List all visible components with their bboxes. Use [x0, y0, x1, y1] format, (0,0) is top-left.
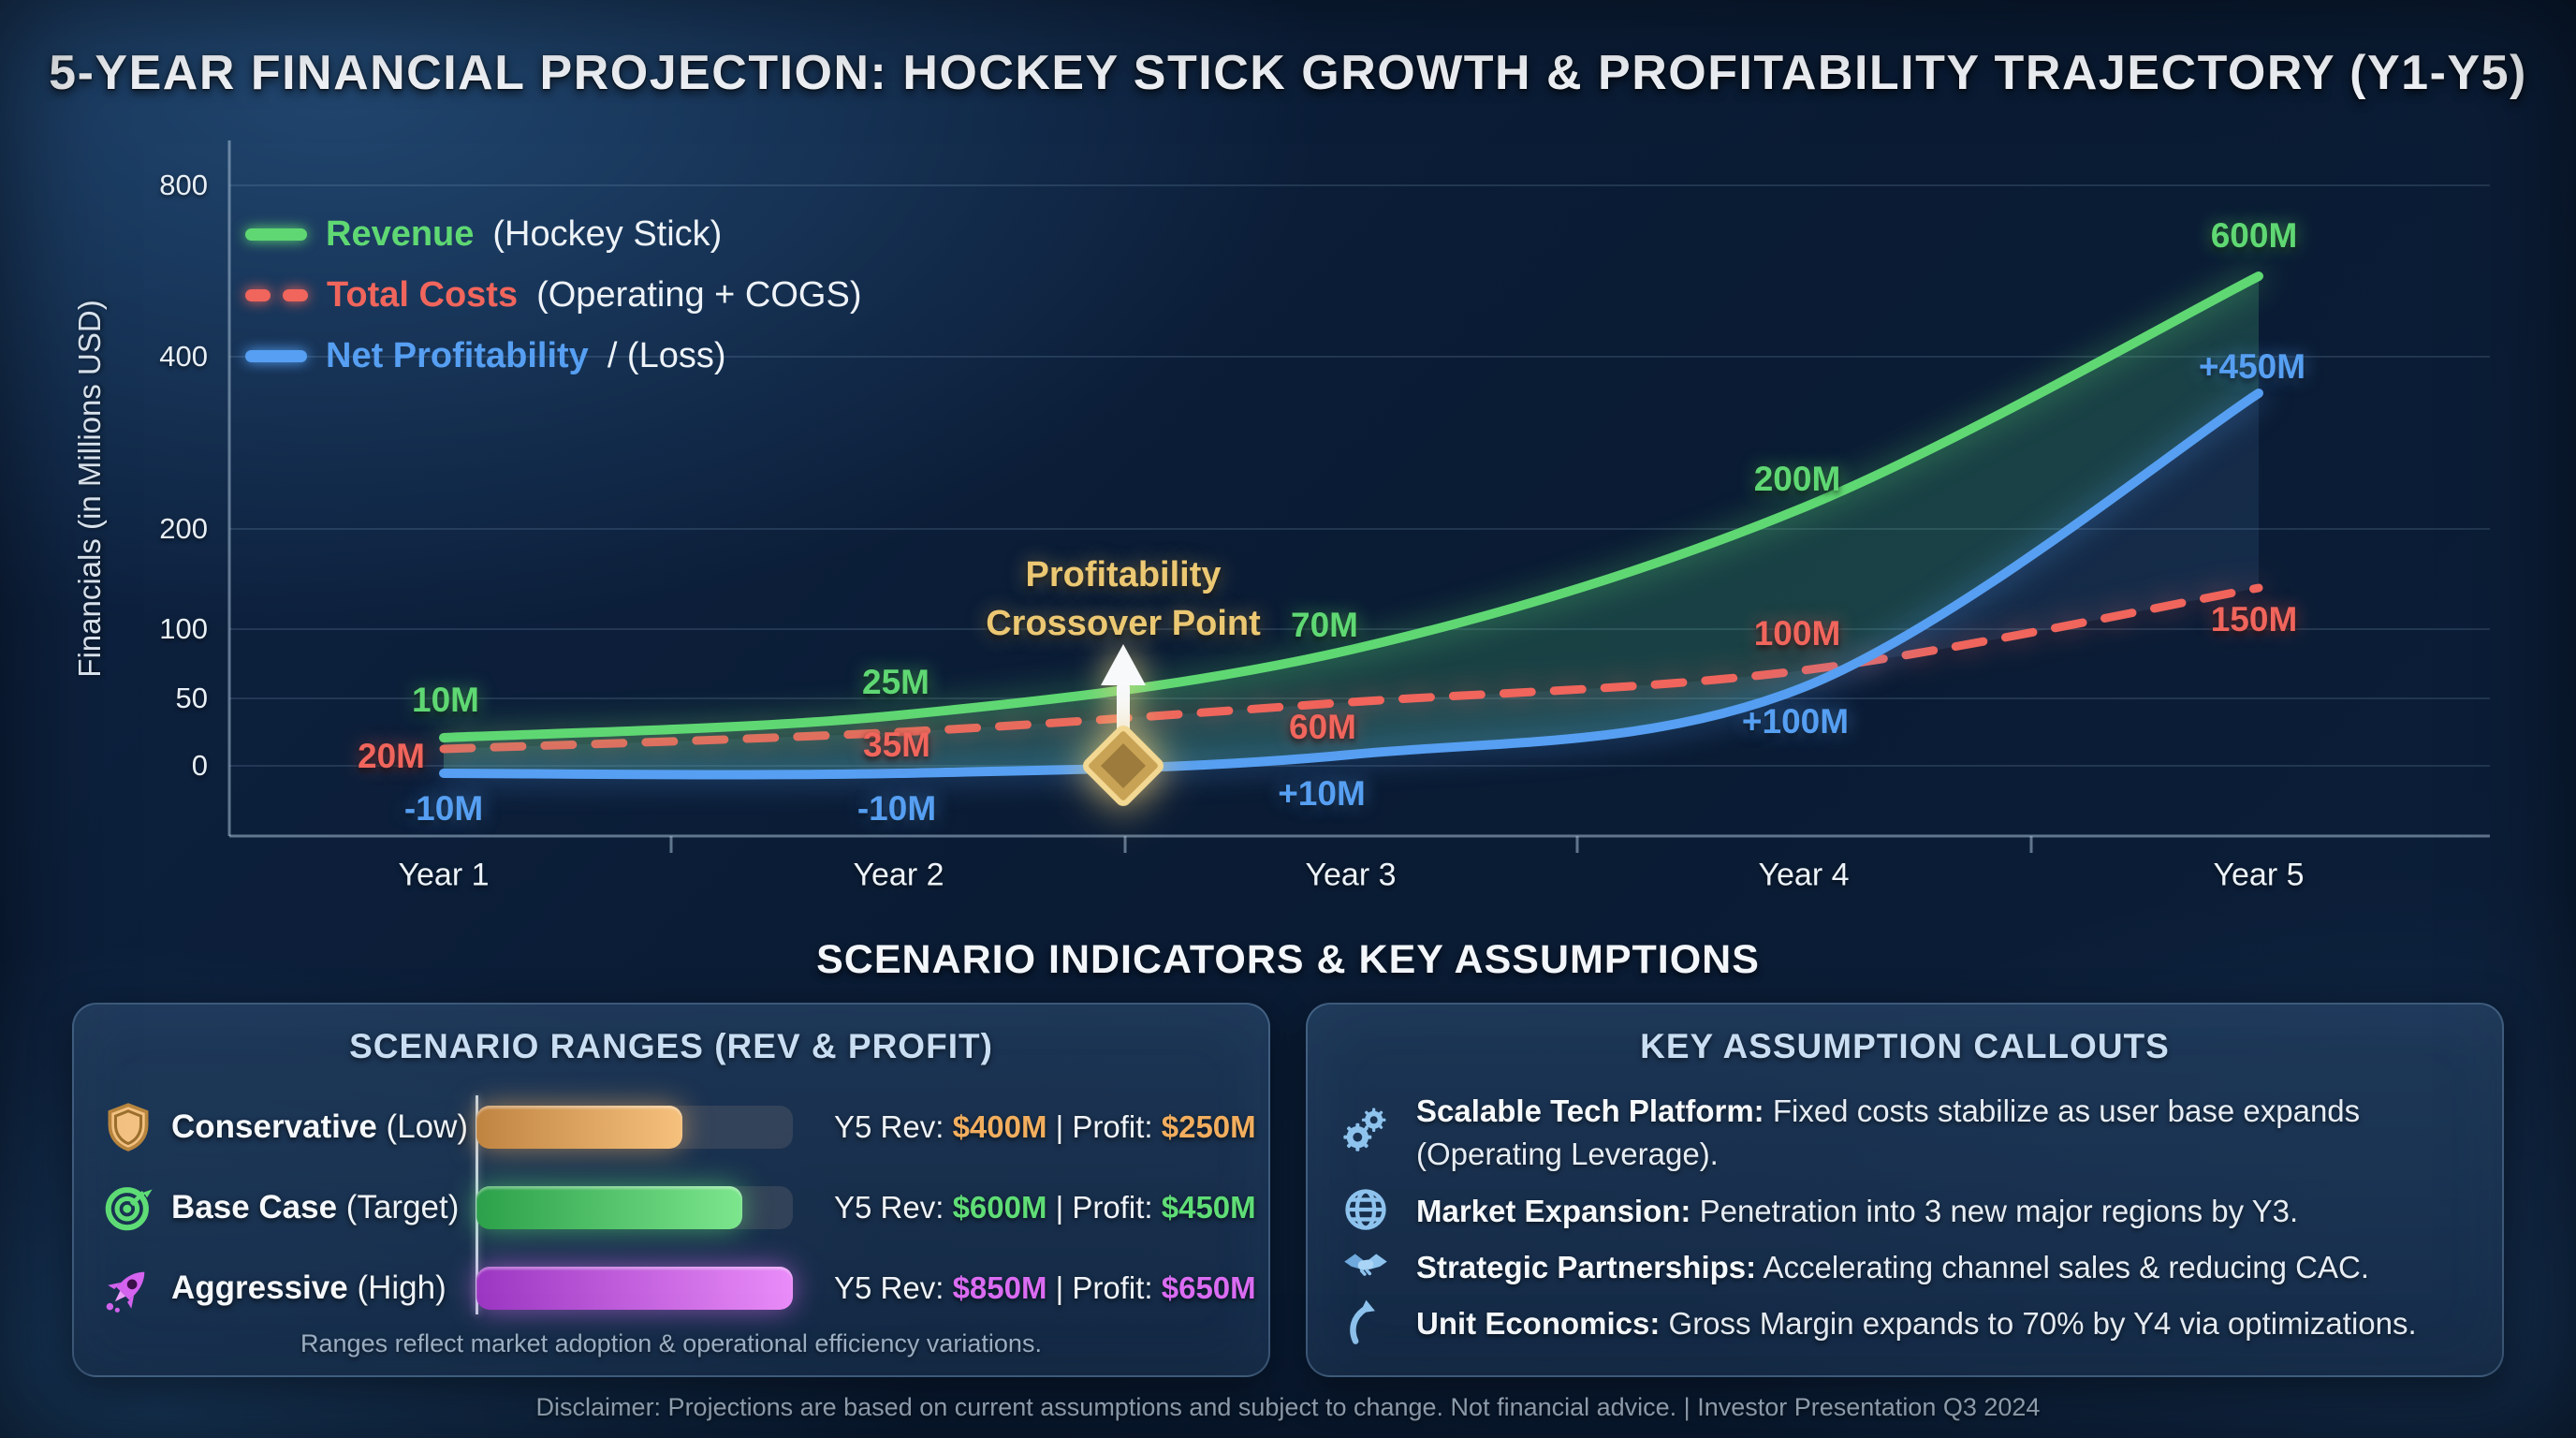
assumption-text: Strategic Partnerships: Accelerating cha… — [1416, 1250, 2369, 1284]
y-tick-label: 200 — [159, 512, 208, 545]
scenario-row: Conservative (Low) Y5 Rev: $400M | Profit… — [74, 1085, 1268, 1169]
legend-name: Revenue — [326, 213, 475, 254]
scenario-panel-title: SCENARIO RANGES (REV & PROFIT) — [349, 1027, 993, 1065]
scenario-bar-track — [476, 1267, 793, 1310]
shield-icon — [102, 1101, 154, 1153]
assumption-text: Unit Economics: Gross Margin expands to … — [1416, 1306, 2417, 1341]
x-tick-label: Year 3 — [1305, 857, 1397, 893]
handshake-icon — [1341, 1241, 1390, 1290]
revenue-value-label: 200M — [1753, 460, 1841, 498]
scenario-name: Conservative (Low) — [171, 1108, 469, 1145]
y-tick-label: 400 — [159, 340, 208, 373]
page-title: 5-YEAR FINANCIAL PROJECTION: HOCKEY STIC… — [49, 46, 2527, 100]
profit-value-label: -10M — [856, 789, 937, 828]
globe-icon — [1341, 1185, 1390, 1234]
crossover-annotation: Profitability Crossover Point — [842, 550, 1404, 648]
legend-item: Total Costs (Operating + COGS) — [245, 272, 862, 317]
profit-value-label: +450M — [2198, 347, 2306, 386]
costs-value-label: 35M — [863, 726, 930, 764]
rocket-icon — [102, 1262, 154, 1314]
legend-swatch-icon — [245, 227, 307, 241]
scenario-values: Y5 Rev: $850M | Profit: $650M — [834, 1270, 1256, 1305]
revenue-value-label: 10M — [412, 681, 479, 719]
scenario-values: Y5 Rev: $600M | Profit: $450M — [834, 1190, 1256, 1225]
scenario-bar-track — [476, 1106, 793, 1149]
costs-value-label: 100M — [1753, 614, 1841, 653]
legend-swatch-dashed-icon — [245, 288, 308, 301]
crossover-diamond-icon — [1083, 726, 1164, 806]
scenario-caption: Ranges reflect market adoption & operati… — [300, 1329, 1042, 1357]
x-tick-label: Year 4 — [1758, 857, 1850, 893]
x-tick-label: Year 1 — [398, 857, 490, 893]
gears-icon — [1341, 1105, 1390, 1153]
assumption-text: Market Expansion: Penetration into 3 new… — [1416, 1194, 2299, 1228]
revenue-value-label: 600M — [2210, 216, 2298, 255]
scenario-values: Y5 Rev: $400M | Profit: $250M — [834, 1109, 1256, 1144]
costs-value-label: 60M — [1289, 708, 1356, 746]
profit-value-label: +100M — [1741, 702, 1850, 741]
y-tick-label: 0 — [191, 749, 208, 782]
profit-value-label: -10M — [403, 789, 484, 828]
chart-legend: Revenue (Hockey Stick) Total Costs (Opera… — [245, 212, 862, 378]
y-tick-label: 50 — [175, 682, 208, 714]
scenario-bar-fill — [476, 1267, 793, 1310]
crossover-annotation-line2: Crossover Point — [986, 604, 1261, 643]
scenario-ranges-panel: SCENARIO RANGES (REV & PROFIT) Conservat… — [72, 1003, 1270, 1377]
legend-suffix: (Hockey Stick) — [492, 213, 723, 254]
legend-suffix: (Operating + COGS) — [536, 274, 862, 315]
y-tick-label: 800 — [159, 169, 208, 201]
scenario-row: Base Case (Target) Y5 Rev: $600M | Profit… — [74, 1166, 1268, 1250]
crossover-arrow-icon — [1101, 644, 1146, 736]
assumptions-panel-title: KEY ASSUMPTION CALLOUTS — [1640, 1027, 2170, 1065]
legend-swatch-icon — [245, 349, 307, 362]
profit-value-label: +10M — [1278, 774, 1366, 813]
crossover-annotation-line1: Profitability — [1025, 555, 1222, 594]
scenario-row: Aggressive (High) Y5 Rev: $850M | Profit:… — [74, 1246, 1268, 1330]
footer-disclaimer: Disclaimer: Projections are based on cur… — [535, 1393, 2041, 1421]
section-header: SCENARIO INDICATORS & KEY ASSUMPTIONS — [816, 937, 1760, 982]
assumption-text: Scalable Tech Platform: Fixed costs stab… — [1416, 1093, 2361, 1171]
scenario-name: Base Case (Target) — [171, 1189, 460, 1225]
arrow-up-icon — [1341, 1298, 1390, 1346]
scenario-bar-fill — [476, 1186, 742, 1229]
revenue-value-label: 25M — [862, 663, 929, 701]
costs-value-label: 150M — [2210, 600, 2298, 638]
scenario-name: Aggressive (High) — [171, 1269, 446, 1306]
key-assumptions-panel: KEY ASSUMPTION CALLOUTS Scalable Tech Pl… — [1306, 1003, 2504, 1377]
x-tick-label: Year 5 — [2213, 857, 2305, 893]
legend-name: Net Profitability — [326, 335, 589, 375]
revenue-value-label: 70M — [1291, 606, 1358, 644]
legend-item: Net Profitability / (Loss) — [245, 333, 862, 378]
legend-name: Total Costs — [327, 274, 519, 315]
costs-value-label: 20M — [358, 737, 425, 775]
legend-suffix: / (Loss) — [607, 335, 726, 375]
scenario-bar-fill — [476, 1106, 682, 1149]
target-icon — [102, 1181, 154, 1234]
scenario-bar-track — [476, 1186, 793, 1229]
y-tick-label: 100 — [159, 612, 208, 645]
projection-chart — [227, 140, 2490, 853]
legend-item: Revenue (Hockey Stick) — [245, 212, 862, 257]
x-tick-label: Year 2 — [853, 857, 944, 893]
